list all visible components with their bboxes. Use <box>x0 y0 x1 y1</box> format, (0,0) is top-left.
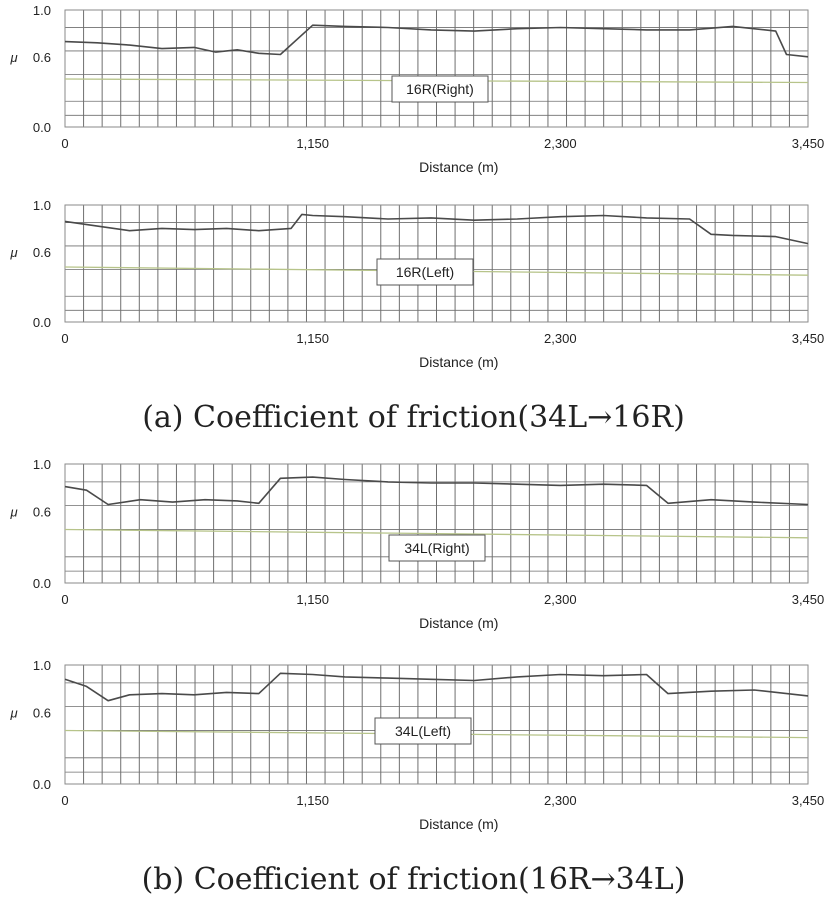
x-tick-label: 0 <box>61 592 68 607</box>
series-label-text: 16R(Left) <box>396 264 454 280</box>
series-label-text: 16R(Right) <box>406 81 474 97</box>
y-axis-label: μ <box>9 50 17 65</box>
caption-b: (b) Coefficient of friction(16R→34L) <box>141 862 686 897</box>
x-tick-label: 3,450 <box>792 592 825 607</box>
plot-frame <box>64 204 809 323</box>
x-tick-label: 1,150 <box>296 592 329 607</box>
chart-panel-3: 0.0 0.6 1.0 μ 0 1,150 2,300 3,450 Distance (m) 34… <box>9 457 824 631</box>
y-axis-label: μ <box>9 505 17 520</box>
y-tick-label: 0.0 <box>33 315 51 330</box>
series-label-box <box>376 258 474 286</box>
friction-trace <box>64 213 809 245</box>
y-tick-label: 0.0 <box>33 576 51 591</box>
y-axis-label: μ <box>9 706 17 721</box>
y-tick-label: 1.0 <box>33 658 51 673</box>
chart-panel-1: 0.0 0.6 1.0 μ 0 1,150 2,300 3,450 Distance (m) 16… <box>9 3 824 175</box>
x-axis-label: Distance (m) <box>419 816 498 832</box>
x-tick-label: 1,150 <box>296 331 329 346</box>
x-tick-label: 0 <box>61 793 68 808</box>
friction-trace <box>64 476 809 506</box>
chart-panel-4: 0.0 0.6 1.0 μ 0 1,150 2,300 3,450 Distance (m) 34… <box>9 658 824 832</box>
x-tick-label: 3,450 <box>792 793 825 808</box>
x-tick-label: 2,300 <box>544 793 577 808</box>
x-axis-label: Distance (m) <box>419 159 498 175</box>
y-tick-label: 0.6 <box>33 505 51 520</box>
series-label-box <box>374 717 472 745</box>
plot-frame <box>64 664 809 785</box>
x-tick-label: 2,300 <box>544 136 577 151</box>
series-label-text: 34L(Left) <box>395 723 451 739</box>
y-tick-label: 0.6 <box>33 50 51 65</box>
threshold-line <box>64 528 809 539</box>
y-tick-label: 0.6 <box>33 245 51 260</box>
y-tick-label: 0.6 <box>33 706 51 721</box>
y-axis-label: μ <box>9 245 17 260</box>
y-tick-label: 1.0 <box>33 198 51 213</box>
chart-panel-2: 0.0 0.6 1.0 μ 0 1,150 2,300 3,450 Distance (m) 16… <box>9 198 824 370</box>
y-tick-label: 1.0 <box>33 457 51 472</box>
friction-trace <box>64 672 809 702</box>
y-tick-label: 0.0 <box>33 777 51 792</box>
caption-a: (a) Coefficient of friction(34L→16R) <box>142 400 685 435</box>
series-label-text: 34L(Right) <box>404 540 469 556</box>
x-axis-label: Distance (m) <box>419 354 498 370</box>
y-tick-label: 0.0 <box>33 120 51 135</box>
y-tick-label: 1.0 <box>33 3 51 18</box>
x-axis-label: Distance (m) <box>419 615 498 631</box>
series-label-box <box>391 75 489 103</box>
series-label-box <box>388 534 486 562</box>
x-tick-label: 0 <box>61 331 68 346</box>
x-tick-label: 1,150 <box>296 136 329 151</box>
x-tick-label: 3,450 <box>792 331 825 346</box>
x-tick-label: 3,450 <box>792 136 825 151</box>
friction-trace <box>64 24 809 58</box>
x-tick-label: 0 <box>61 136 68 151</box>
x-tick-label: 1,150 <box>296 793 329 808</box>
x-tick-label: 2,300 <box>544 331 577 346</box>
x-tick-label: 2,300 <box>544 592 577 607</box>
plot-frame <box>64 9 809 128</box>
plot-frame <box>64 463 809 584</box>
